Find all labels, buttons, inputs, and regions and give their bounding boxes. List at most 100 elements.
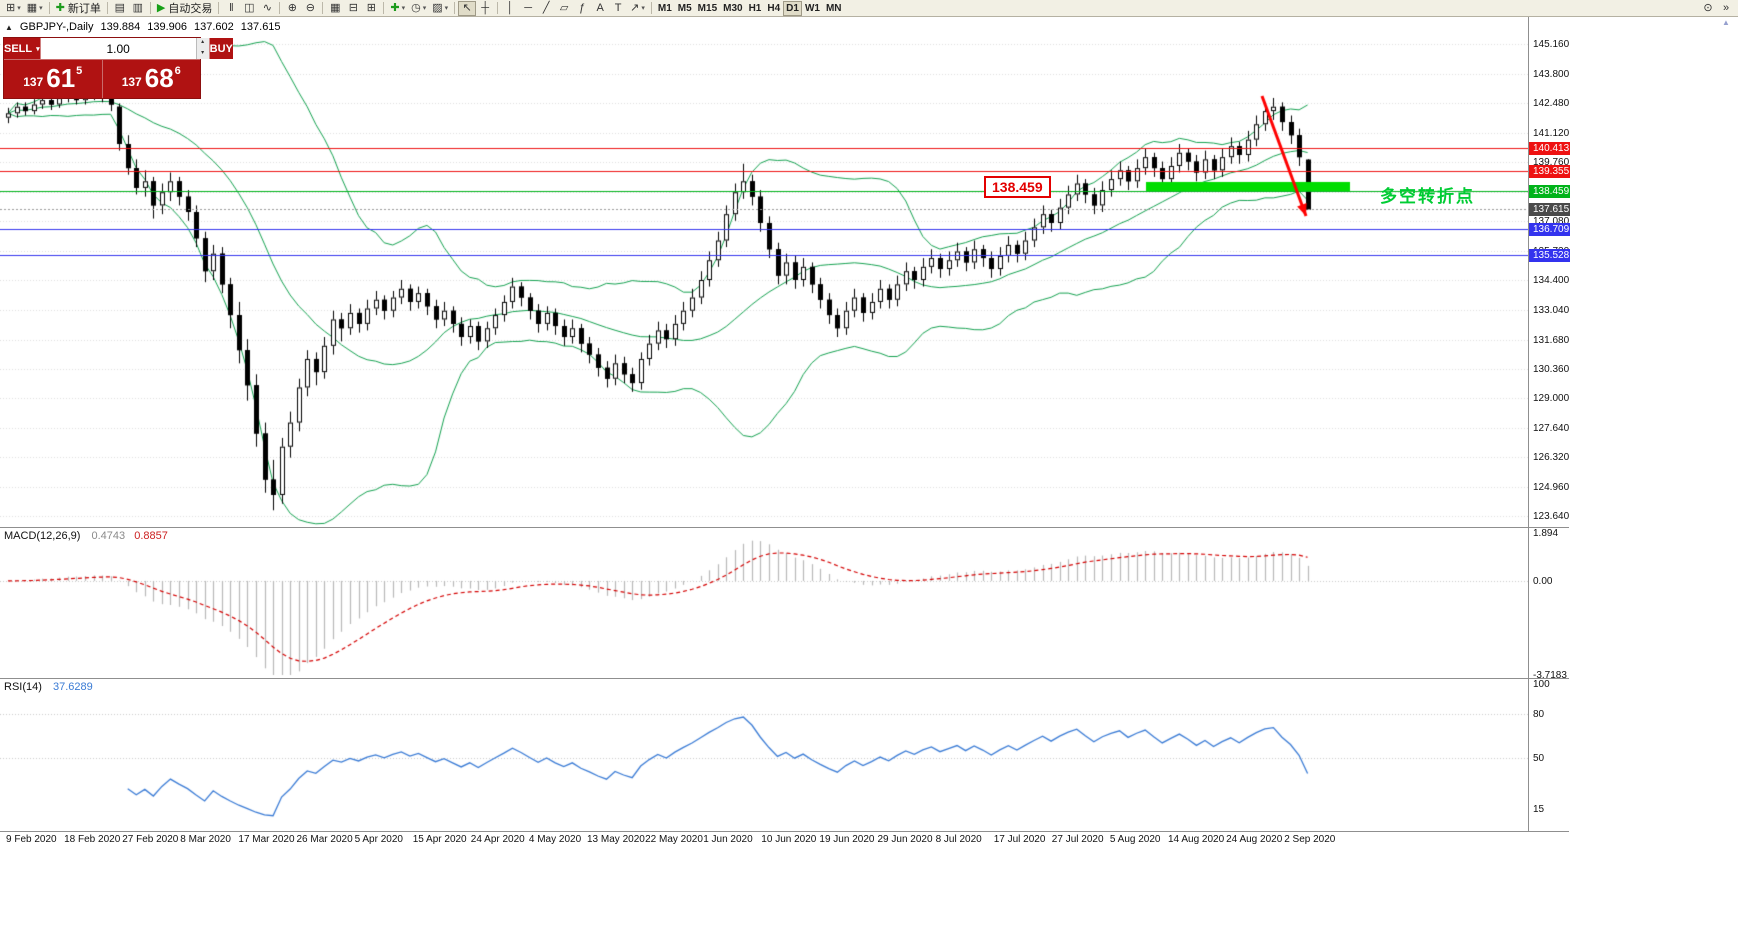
price-scale-label: 139.760 — [1533, 157, 1570, 169]
timeframe-m30-button[interactable]: M30 — [720, 1, 745, 16]
macd-label: MACD(12,26,9) 0.4743 0.8857 — [4, 530, 168, 542]
templates-button[interactable]: ▨ ▾ — [429, 1, 451, 16]
channel-button[interactable]: ▱ — [555, 1, 573, 16]
volume-up-button[interactable]: ▴ — [196, 38, 209, 49]
timeframe-d1-button-label: D1 — [786, 2, 799, 14]
chevron-double-right-icon: » — [1722, 1, 1730, 14]
volume-input[interactable] — [40, 38, 196, 59]
timeframe-w1-button[interactable]: W1 — [802, 1, 823, 16]
chart-window-button[interactable]: ▤ — [111, 1, 129, 16]
price-scale[interactable]: 145.160 143.800 142.480 141.120 139.760 138.4… — [1528, 17, 1570, 831]
trendline-button[interactable]: ╱ — [537, 1, 555, 16]
zoom-out-icon: ⊖ — [305, 1, 315, 14]
new-chart-button[interactable]: ⊞ ▾ — [3, 1, 24, 16]
price-chart-canvas[interactable] — [0, 17, 1528, 527]
timeframe-mn-button[interactable]: MN — [823, 1, 845, 16]
toolbar-overflow-button[interactable]: » — [1717, 1, 1735, 16]
buy-button[interactable]: BUY — [208, 38, 233, 59]
line-chart-button[interactable]: ∿ — [258, 1, 276, 16]
date-label: 24 Apr 2020 — [470, 834, 525, 845]
date-label: 22 May 2020 — [645, 834, 703, 845]
cursor-button[interactable]: ↖ — [458, 0, 477, 16]
date-label: 9 Feb 2020 — [6, 834, 57, 845]
symbol-search-button[interactable]: ⊙ — [1699, 1, 1717, 16]
fibonacci-button[interactable]: ƒ — [573, 1, 591, 16]
timeframe-m15-button[interactable]: M15 — [695, 1, 720, 16]
market-depth-button[interactable]: ▥ — [129, 1, 147, 16]
text-button[interactable]: A — [591, 1, 609, 16]
date-label: 8 Jul 2020 — [935, 834, 982, 845]
zoom-in-button[interactable]: ⊕ — [283, 1, 301, 16]
sell-price[interactable]: 137 61 5 — [4, 60, 102, 98]
price-scale-label: 124.960 — [1533, 482, 1570, 494]
zoom-out-button[interactable]: ⊖ — [301, 1, 319, 16]
macd-scale-label: -3.7183 — [1533, 670, 1567, 681]
line-chart-icon: ∿ — [262, 1, 272, 14]
quote-arrow-icon: ▲ — [5, 22, 13, 32]
timeframe-m1-button[interactable]: M1 — [655, 1, 675, 16]
autotrading-button[interactable]: ▶ 自动交易 — [154, 1, 215, 16]
toolbar-separator — [279, 2, 281, 14]
timeframe-h4-button[interactable]: H4 — [764, 1, 783, 16]
macd-panel-separator[interactable] — [0, 527, 1569, 528]
date-label: 17 Jul 2020 — [993, 834, 1046, 845]
candlestick-icon: ◫ — [244, 1, 255, 14]
buy-price-main: 137 — [121, 75, 142, 89]
crosshair-button[interactable]: ┼ — [476, 1, 494, 16]
quote-open: 139.884 — [100, 21, 141, 33]
tile-windows-button[interactable]: ⊟ — [344, 1, 362, 16]
indicators-button[interactable]: ✚ ▾ — [387, 1, 408, 16]
main-toolbar: ⊞ ▾ ▦ ▾ ✚ 新订单 ▤ ▥ ▶ 自动交易 ‖ ◫ ∿ ⊕ ⊖ ▦ ⊟ ⊞ ✚ ▾ ◷ ▾ ▨ ▾ ↖ ┼ │ ─ ╱ ▱ ƒ A T ↗ ▾… — [0, 0, 1738, 17]
sell-label: SELL — [4, 42, 33, 55]
toolbar-separator — [497, 2, 499, 14]
bar-chart-button[interactable]: ‖ — [222, 1, 240, 16]
price-tag: 140.413 — [1529, 142, 1570, 156]
sell-options-caret-icon[interactable]: ▾ — [36, 45, 40, 53]
quote-symbol: GBPJPY-,Daily — [19, 21, 94, 33]
new-order-button[interactable]: ✚ 新订单 — [53, 1, 104, 16]
dropdown-caret-icon: ▾ — [422, 5, 427, 12]
timeframe-d1-button[interactable]: D1 — [783, 0, 802, 16]
timeframe-mn-button-label: MN — [825, 2, 842, 14]
date-label: 18 Feb 2020 — [64, 834, 121, 845]
arrows-button[interactable]: ↗ ▾ — [627, 1, 648, 16]
price-tag: 135.528 — [1529, 249, 1570, 263]
rsi-panel-canvas[interactable] — [0, 679, 1528, 831]
rsi-panel-separator[interactable] — [0, 678, 1569, 679]
price-scale-label: 141.120 — [1533, 127, 1570, 139]
auto-arrange-button[interactable]: ▦ — [326, 1, 344, 16]
volume-down-button[interactable]: ▾ — [196, 48, 209, 59]
toolbar-separator — [48, 2, 50, 14]
periods-button[interactable]: ◷ ▾ — [408, 1, 429, 16]
timeframe-h1-button[interactable]: H1 — [746, 1, 765, 16]
timeframe-m1-button-label: M1 — [657, 2, 672, 14]
date-label: 19 Jun 2020 — [819, 834, 875, 845]
autotrading-button-label: 自动交易 — [168, 3, 213, 15]
sell-button[interactable]: SELL ▾ — [4, 38, 41, 59]
buy-price[interactable]: 137 68 6 — [103, 60, 201, 98]
volume-box: ▴ ▾ — [40, 38, 209, 59]
macd-scale-label: 0.00 — [1533, 575, 1553, 587]
price-scale-label: 137.080 — [1533, 216, 1570, 228]
date-label: 8 Mar 2020 — [180, 834, 231, 845]
price-scale-label: 130.360 — [1533, 363, 1570, 375]
grid-button[interactable]: ⊞ — [362, 1, 380, 16]
toolbar-separator — [650, 2, 652, 14]
price-note-label[interactable]: 138.459 — [984, 176, 1051, 198]
candlestick-chart-button[interactable]: ◫ — [240, 1, 258, 16]
vertical-line-button[interactable]: │ — [501, 1, 519, 16]
macd-panel-canvas[interactable] — [0, 528, 1528, 678]
timeframe-m5-button[interactable]: M5 — [675, 1, 695, 16]
price-tag: 138.459 — [1529, 184, 1570, 198]
profiles-button[interactable]: ▦ ▾ — [24, 1, 46, 16]
label-button[interactable]: T — [609, 1, 627, 16]
scroll-up-icon[interactable]: ▲ — [1722, 18, 1730, 27]
horizontal-line-button[interactable]: ─ — [519, 1, 537, 16]
price-scale-label: 129.000 — [1533, 393, 1570, 405]
turning-point-note[interactable]: 多空转折点 — [1380, 187, 1475, 206]
time-axis[interactable]: 9 Feb 2020 18 Feb 2020 27 Feb 2020 8 Mar 20… — [0, 832, 1569, 849]
date-label: 14 Aug 2020 — [1168, 834, 1225, 845]
macd-value-main: 0.4743 — [91, 530, 126, 542]
channel-icon: ▱ — [559, 1, 569, 14]
indicators-add-icon: ✚ — [390, 1, 400, 14]
